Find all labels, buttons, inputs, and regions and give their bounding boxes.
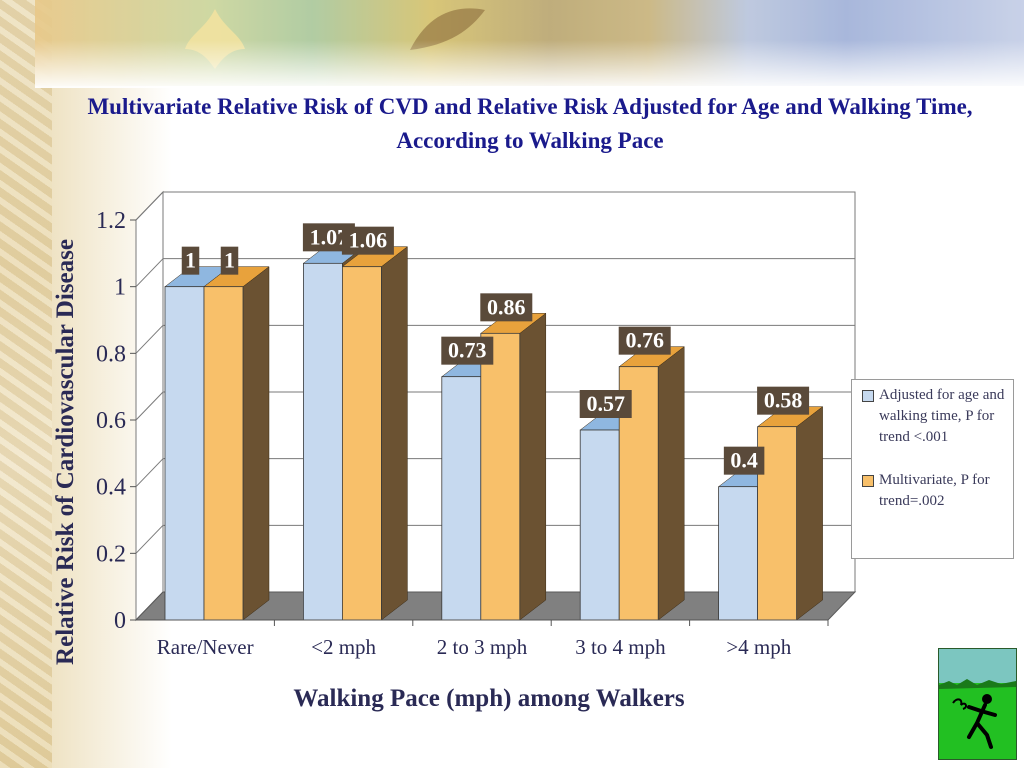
- bar: [441, 376, 482, 621]
- legend: Adjusted for age and walking time, P for…: [851, 379, 1014, 559]
- gridline-side: [135, 524, 164, 554]
- y-tick-label: 1.2: [96, 208, 126, 234]
- x-axis-title: Walking Pace (mph) among Walkers: [293, 685, 685, 712]
- bar: [480, 332, 521, 621]
- data-label-box: [441, 336, 494, 365]
- data-label-box: [723, 446, 765, 475]
- bar-side: [381, 246, 408, 621]
- gridline-side: [135, 324, 164, 354]
- x-tick-label: >4 mph: [726, 635, 791, 659]
- y-tick-label: 0.4: [96, 475, 126, 501]
- data-label: 0.73: [448, 338, 487, 363]
- background-texture: [0, 0, 52, 768]
- y-tick-label: 0.8: [96, 341, 126, 367]
- bar-side: [519, 312, 547, 621]
- data-label: 0.86: [487, 294, 526, 319]
- data-label: 0.57: [586, 391, 625, 416]
- data-label: 1.07: [310, 224, 349, 249]
- data-label: 0.76: [625, 328, 664, 353]
- bar: [718, 486, 758, 621]
- y-tick-label: 1: [114, 275, 126, 301]
- y-tick-label: 0.2: [96, 541, 126, 567]
- bar: [203, 286, 244, 621]
- y-tick-label: 0.6: [96, 408, 126, 434]
- x-tick-label: 3 to 4 mph: [575, 635, 666, 659]
- y-axis-title: Relative Risk of Cardiovascular Disease: [52, 239, 79, 665]
- data-labels: 1 1 1.07 1.06 0.730.86 0.57 0.76 0.4 0.58: [181, 223, 810, 475]
- data-label-box: [618, 326, 671, 355]
- legend-label: Multivariate, P for trend=.002: [879, 472, 990, 509]
- leaf-decoration-icon: [185, 9, 245, 69]
- data-label-box: [579, 390, 632, 418]
- bar: [302, 262, 343, 621]
- data-label-box: [220, 246, 239, 275]
- y-tick-label: 0: [114, 608, 126, 634]
- bar-side: [657, 346, 685, 621]
- bar-side: [796, 406, 823, 621]
- legend-label: Adjusted for age and walking time, P for…: [879, 387, 1005, 445]
- x-tick-label: <2 mph: [311, 635, 376, 659]
- x-tick-label: Rare/Never: [157, 635, 254, 659]
- data-label-box: [480, 293, 533, 322]
- gridline-side: [135, 391, 164, 421]
- gridline-side: [135, 458, 164, 488]
- walker-logo: [938, 648, 1017, 760]
- leaf-decoration-icon: [410, 8, 485, 50]
- data-label: 0.4: [730, 448, 758, 473]
- gridline-side: [135, 258, 164, 288]
- data-label: 0.58: [764, 388, 803, 413]
- banner-fade: [35, 40, 1024, 88]
- data-label: 1.06: [349, 228, 388, 253]
- bar-side: [242, 266, 270, 621]
- bars: [164, 242, 824, 621]
- data-label-box: [181, 246, 200, 275]
- data-label-box: [757, 386, 810, 415]
- data-label: 1: [224, 248, 235, 273]
- legend-swatch: [862, 390, 874, 402]
- bar: [164, 286, 205, 621]
- bar: [579, 429, 620, 621]
- bar: [341, 266, 382, 621]
- chart-title: Multivariate Relative Risk of CVD and Re…: [87, 94, 973, 153]
- axes: 0 0.2 0.4 0.6 0.8 1 1.2 Rare/Never <2 mph 2 to 3 …: [52, 208, 829, 712]
- legend-swatch: [862, 475, 874, 487]
- x-tick-label: 2 to 3 mph: [437, 635, 528, 659]
- gridline-side: [135, 191, 164, 221]
- data-label: 1: [185, 248, 196, 273]
- data-label-box: [341, 226, 394, 255]
